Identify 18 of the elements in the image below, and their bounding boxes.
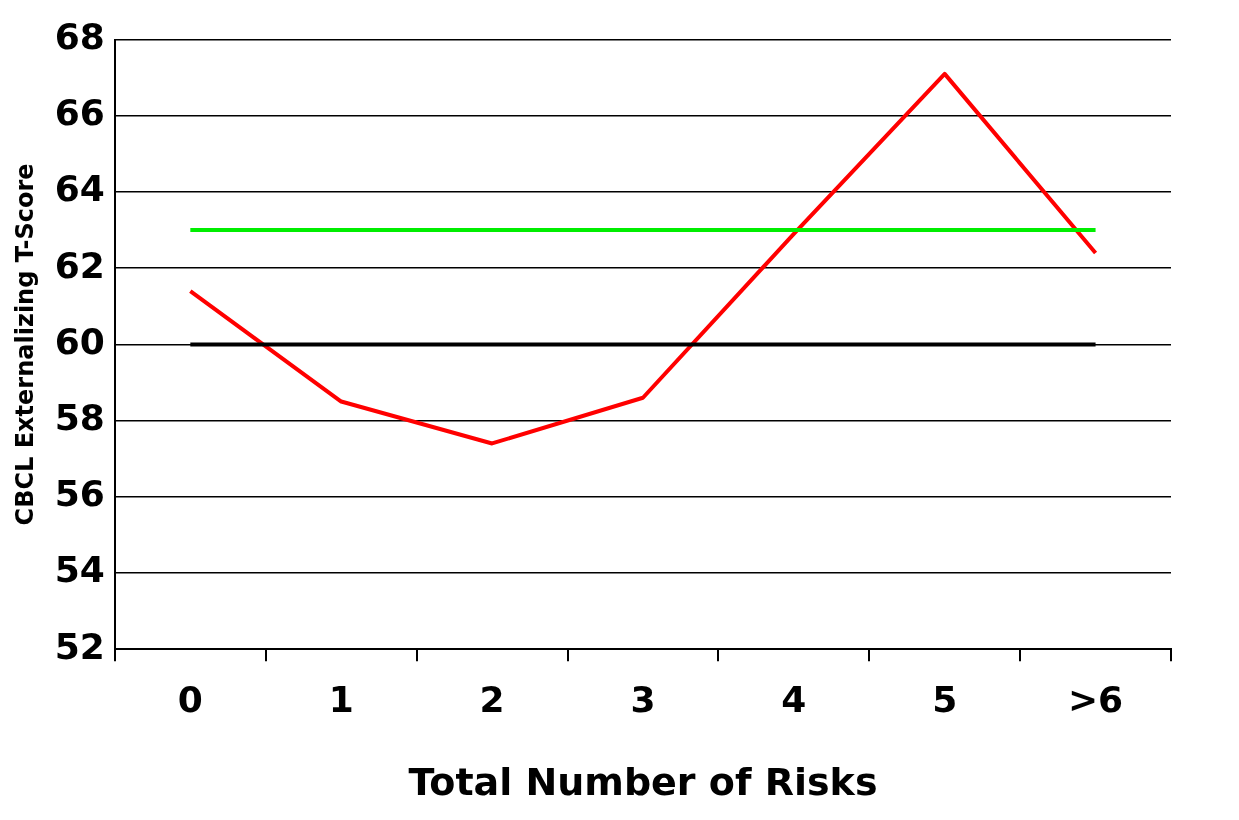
y-tick-label: 64 (54, 168, 105, 210)
y-tick-label: 68 (54, 15, 105, 57)
y-tick-label: 60 (54, 320, 105, 362)
x-tick-label: 0 (177, 679, 203, 721)
y-tick-label: 56 (54, 473, 105, 515)
x-tick-label: 1 (328, 679, 354, 721)
x-tick-label: 3 (630, 679, 656, 721)
y-tick-label: 66 (54, 92, 105, 134)
x-axis-title: Total Number of Risks (408, 760, 878, 805)
y-tick-label: 52 (54, 625, 105, 667)
x-tick-label: 2 (479, 679, 505, 721)
y-tick-label: 58 (54, 396, 105, 438)
y-tick-label: 54 (54, 549, 105, 591)
y-axis-title: CBCL Externalizing T-Score (10, 163, 39, 526)
x-tick-label: 5 (932, 679, 958, 721)
x-tick-label: >6 (1067, 679, 1124, 721)
y-tick-label: 62 (54, 244, 105, 286)
x-tick-label: 4 (781, 679, 807, 721)
